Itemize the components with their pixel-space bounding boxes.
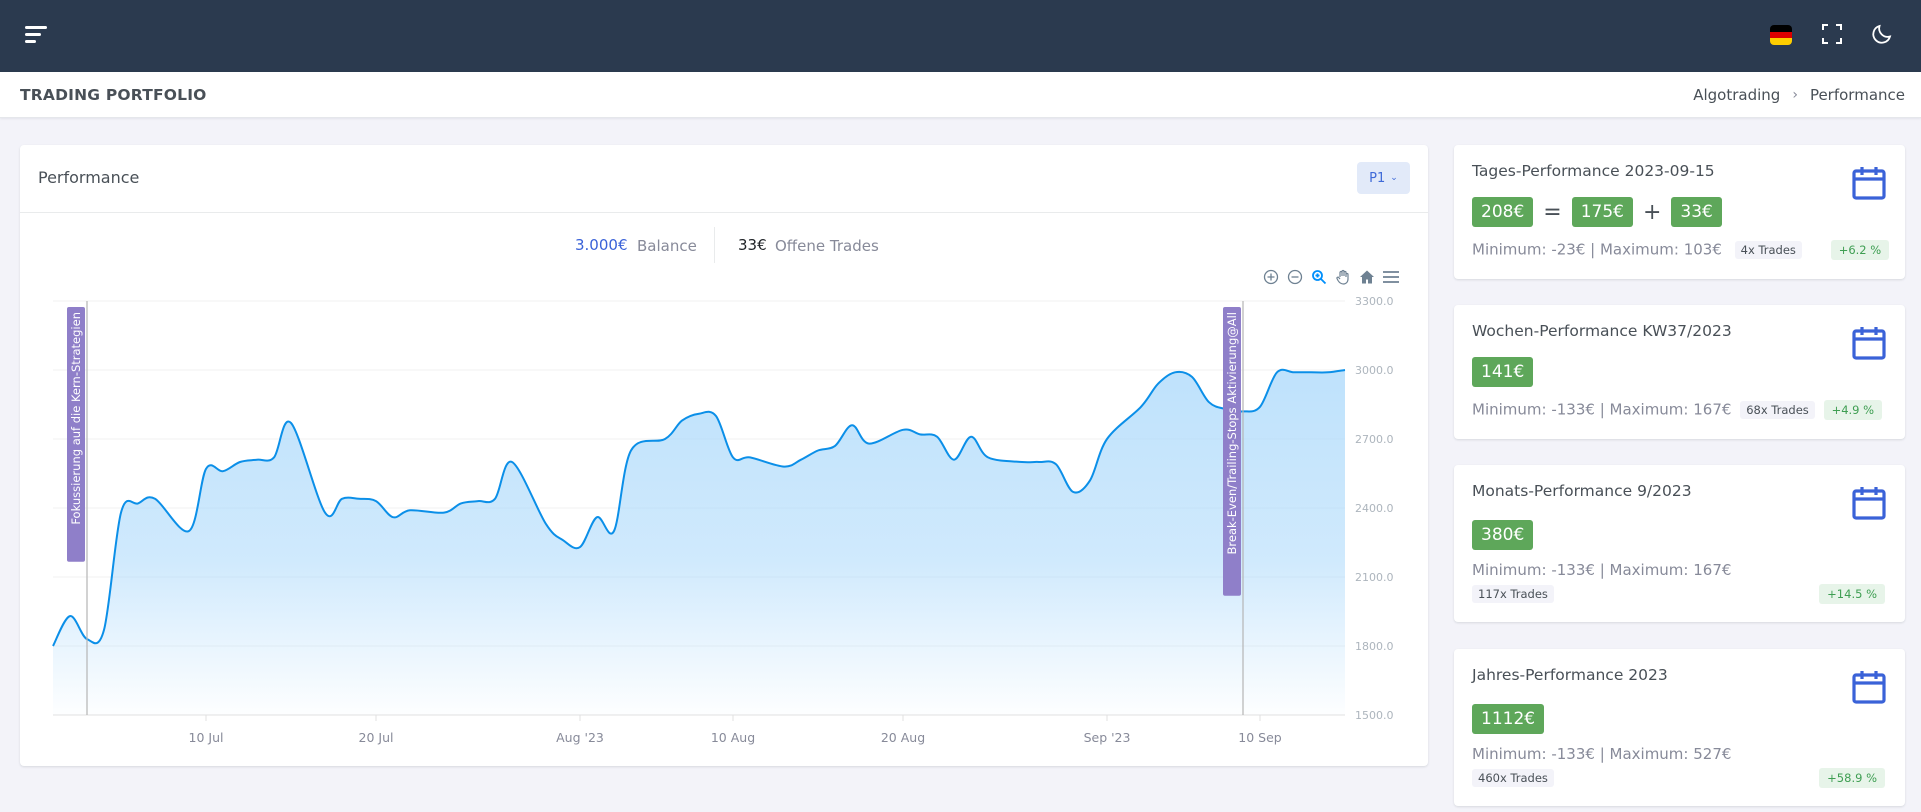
performance-values: 380€ xyxy=(1472,520,1534,550)
total-value-pill: 208€ xyxy=(1472,197,1534,227)
closed-value-pill: 175€ xyxy=(1571,197,1633,227)
open-trades-label: Offene Trades xyxy=(775,237,879,255)
zoom-in-icon[interactable] xyxy=(1261,267,1281,287)
performance-stats: 3.000€ Balance 33€ Offene Trades xyxy=(20,227,1428,263)
calendar-icon xyxy=(1852,327,1886,360)
y-tick-label: 2100.0 xyxy=(1355,571,1394,584)
page-title-bar: TRADING PORTFOLIO Algotrading › Performa… xyxy=(0,72,1921,118)
y-tick-label: 3000.0 xyxy=(1355,364,1394,377)
performance-title: Performance xyxy=(38,168,140,187)
breadcrumb-separator-icon: › xyxy=(1792,87,1798,103)
performance-card-header: Performance P1 ⌄ xyxy=(20,145,1428,213)
breadcrumb-item-algotrading[interactable]: Algotrading xyxy=(1693,86,1781,104)
performance-card: Performance P1 ⌄ 3.000€ Balance 33€ Offe… xyxy=(20,145,1428,766)
total-value-pill: 1112€ xyxy=(1472,704,1545,734)
min-max-row: Minimum: -23€ | Maximum: 103€ 4x Trades … xyxy=(1472,240,1890,260)
balance-area xyxy=(53,369,1345,715)
annotation-label: Fokussierung auf die Kern-Strategien xyxy=(69,312,83,525)
trades-badge: 460x Trades xyxy=(1472,769,1554,787)
annotation-label-bg xyxy=(1223,307,1241,596)
total-value-pill: 141€ xyxy=(1472,357,1534,387)
y-tick-label: 1800.0 xyxy=(1355,640,1394,653)
card-title: Monats-Performance 9/2023 xyxy=(1472,482,1692,500)
x-tick-label: Aug '23 xyxy=(556,730,604,745)
moon-icon[interactable] xyxy=(1870,22,1894,46)
performance-values: 1112€ xyxy=(1472,704,1545,734)
home-icon[interactable] xyxy=(1357,267,1377,287)
breadcrumb: Algotrading › Performance xyxy=(1693,86,1905,104)
fullscreen-icon[interactable] xyxy=(1820,22,1844,46)
y-tick-label: 2700.0 xyxy=(1355,433,1394,446)
performance-values: 141€ xyxy=(1472,357,1534,387)
zoom-select-icon[interactable] xyxy=(1309,267,1329,287)
min-max-text: Minimum: -133€ | Maximum: 527€ xyxy=(1472,745,1732,763)
monthly-performance-card: Monats-Performance 9/2023 380€ Minimum: … xyxy=(1454,465,1905,622)
x-tick-label: Sep '23 xyxy=(1084,730,1131,745)
card-title: Tages-Performance 2023-09-15 xyxy=(1472,162,1715,180)
period-dropdown-label: P1 xyxy=(1369,170,1386,186)
percent-badge: +6.2 % xyxy=(1830,240,1890,260)
weekly-performance-card: Wochen-Performance KW37/2023 141€ Minimu… xyxy=(1454,305,1905,439)
period-dropdown-button[interactable]: P1 ⌄ xyxy=(1357,162,1410,194)
trades-badge: 117x Trades xyxy=(1472,585,1554,603)
y-tick-label: 1500.0 xyxy=(1355,709,1394,722)
equals-sign: = xyxy=(1543,199,1562,225)
y-tick-label: 2400.0 xyxy=(1355,502,1394,515)
open-value-pill: 33€ xyxy=(1671,197,1722,227)
calendar-icon xyxy=(1852,167,1886,200)
breadcrumb-item-performance: Performance xyxy=(1809,86,1905,104)
trades-badge: 4x Trades xyxy=(1734,241,1802,259)
card-title: Wochen-Performance KW37/2023 xyxy=(1472,322,1732,340)
balance-label: Balance xyxy=(637,237,697,255)
calendar-icon xyxy=(1852,671,1886,704)
annotation-label: Break-Even/Trailing-Stops Aktivierung@Al… xyxy=(1225,312,1239,555)
chart-menu-icon[interactable] xyxy=(1381,267,1401,287)
open-trades-value: 33€ xyxy=(738,236,767,254)
card-title: Jahres-Performance 2023 xyxy=(1472,666,1668,684)
min-max-text: Minimum: -23€ | Maximum: 103€ xyxy=(1472,240,1722,259)
german-flag-icon[interactable] xyxy=(1770,25,1792,45)
daily-performance-card: Tages-Performance 2023-09-15 208€ = 175€… xyxy=(1454,145,1905,279)
x-tick-label: 10 Jul xyxy=(189,730,224,745)
performance-chart[interactable]: 3300.0 3000.0 2700.0 2400.0 2100.0 1800.0 1500… xyxy=(20,285,1428,755)
calendar-icon xyxy=(1852,487,1886,520)
zoom-out-icon[interactable] xyxy=(1285,267,1305,287)
pan-icon[interactable] xyxy=(1333,267,1353,287)
percent-badge: +58.9 % xyxy=(1819,768,1885,788)
performance-values: 208€ = 175€ + 33€ xyxy=(1472,197,1722,227)
min-max-text: Minimum: -133€ | Maximum: 167€ xyxy=(1472,561,1732,579)
annotation-label-bg xyxy=(67,307,85,562)
percent-badge: +14.5 % xyxy=(1819,584,1885,604)
chart-toolbar xyxy=(1261,267,1401,287)
x-tick-label: 10 Sep xyxy=(1238,730,1282,745)
percent-badge: +4.9 % xyxy=(1823,400,1883,420)
chevron-down-icon: ⌄ xyxy=(1390,173,1398,183)
min-max-text: Minimum: -133€ | Maximum: 167€ xyxy=(1472,400,1732,419)
yearly-performance-card: Jahres-Performance 2023 1112€ Minimum: -… xyxy=(1454,649,1905,806)
balance-line xyxy=(52,368,1346,647)
page-title: TRADING PORTFOLIO xyxy=(20,86,207,104)
trades-badge: 68x Trades xyxy=(1740,401,1815,419)
hamburger-icon[interactable] xyxy=(25,24,49,44)
total-value-pill: 380€ xyxy=(1472,520,1534,550)
x-tick-label: 20 Aug xyxy=(881,730,925,745)
x-tick-label: 20 Jul xyxy=(359,730,394,745)
topbar xyxy=(0,0,1921,72)
balance-value: 3.000€ xyxy=(575,236,628,254)
plus-sign: + xyxy=(1642,199,1662,225)
min-max-row: Minimum: -133€ | Maximum: 167€ 68x Trade… xyxy=(1472,400,1883,420)
x-tick-label: 10 Aug xyxy=(711,730,755,745)
y-tick-label: 3300.0 xyxy=(1355,295,1394,308)
stats-divider xyxy=(714,227,715,263)
